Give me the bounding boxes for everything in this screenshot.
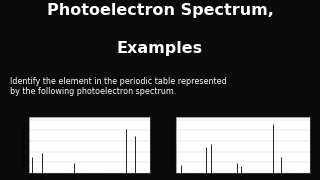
Text: Photoelectron Spectrum,: Photoelectron Spectrum, xyxy=(47,3,273,18)
Y-axis label: Relative num electrons: Relative num electrons xyxy=(171,122,175,167)
Text: Examples: Examples xyxy=(117,40,203,55)
Y-axis label: Relative num electrons: Relative num electrons xyxy=(23,122,28,167)
Text: Identify the element in the periodic table represented
by the following photoele: Identify the element in the periodic tab… xyxy=(10,76,226,96)
